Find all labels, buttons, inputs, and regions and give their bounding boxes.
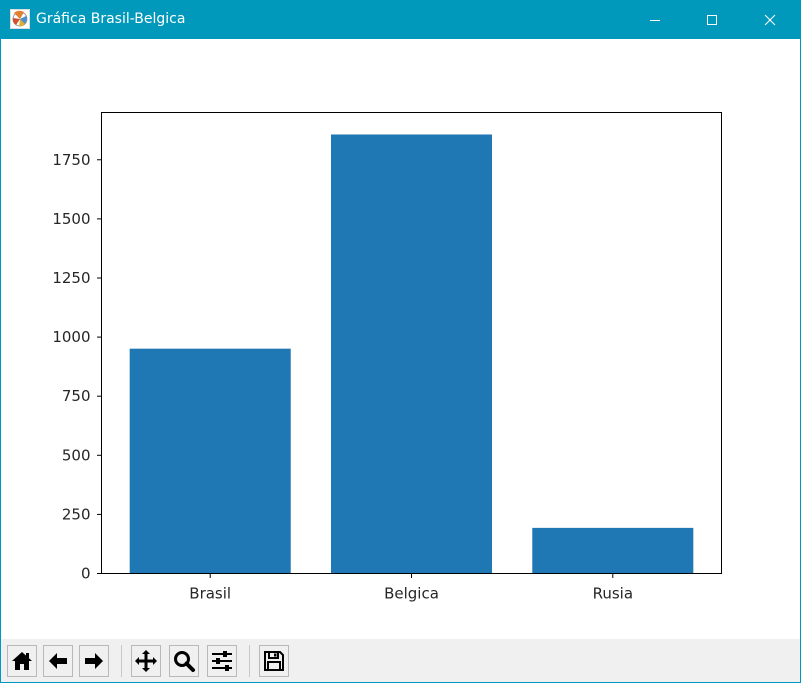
y-tick-label: 1500 [52, 210, 90, 228]
save-button[interactable] [259, 645, 289, 677]
back-arrow-icon [49, 653, 67, 669]
toolbar-separator [249, 645, 250, 677]
pan-button[interactable] [131, 645, 161, 677]
forward-button[interactable] [79, 645, 109, 677]
y-tick-label: 1250 [52, 269, 90, 287]
bar-rusia [532, 527, 694, 574]
window-title: Gráfica Brasil-Belgica [36, 11, 186, 27]
forward-arrow-icon [85, 653, 103, 669]
x-tick-label: Rusia [593, 585, 633, 603]
configure-subplots-button[interactable] [207, 645, 237, 677]
x-axis: Brasil Belgica Rusia [189, 573, 633, 603]
bars-layer [129, 134, 694, 574]
toolbar-separator [121, 645, 122, 677]
close-icon [764, 14, 776, 25]
navigation-toolbar [1, 639, 800, 682]
y-tick-label: 250 [62, 505, 91, 523]
home-button[interactable] [7, 645, 37, 677]
y-axis: 0 250 500 750 1000 1250 1500 1750 [52, 151, 102, 583]
bar-belgica [330, 134, 493, 574]
configure-subplots-icon [212, 651, 232, 671]
plot-area[interactable]: 0 250 500 750 1000 1250 1500 1750 Brasil Belgica… [1, 39, 800, 639]
maximize-icon [707, 14, 717, 25]
zoom-button[interactable] [169, 645, 199, 677]
save-icon [264, 651, 284, 671]
close-button[interactable] [747, 0, 793, 39]
y-tick-label: 500 [62, 446, 91, 464]
zoom-icon [174, 651, 195, 672]
home-icon [12, 652, 32, 670]
minimize-icon [650, 19, 660, 21]
pan-icon [135, 650, 157, 672]
y-tick-label: 750 [62, 387, 91, 405]
bar-brasil [129, 348, 291, 574]
back-button[interactable] [43, 645, 73, 677]
y-tick-label: 0 [81, 565, 91, 583]
y-tick-label: 1000 [52, 328, 90, 346]
y-tick-label: 1750 [52, 151, 90, 169]
x-tick-label: Belgica [384, 585, 439, 603]
x-tick-label: Brasil [189, 585, 231, 603]
maximize-button[interactable] [689, 0, 735, 39]
app-icon [10, 9, 30, 29]
bar-chart: 0 250 500 750 1000 1250 1500 1750 Brasil Belgica… [52, 112, 722, 603]
title-bar[interactable]: Gráfica Brasil-Belgica [1, 0, 800, 39]
minimize-button[interactable] [632, 0, 678, 39]
